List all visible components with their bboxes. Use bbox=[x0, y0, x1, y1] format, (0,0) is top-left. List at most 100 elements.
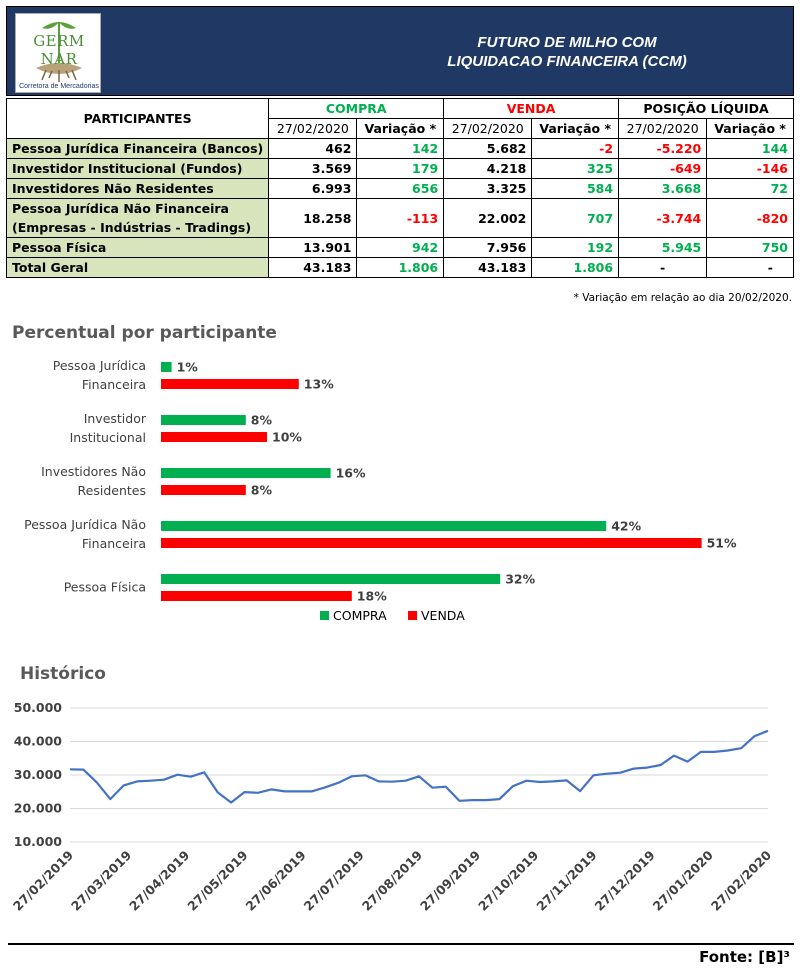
footer-divider bbox=[8, 943, 794, 945]
venda-variation: 325 bbox=[531, 158, 620, 179]
liquida-variation: -820 bbox=[706, 198, 794, 238]
liquida-value: 3.668 bbox=[618, 178, 708, 199]
compra-value: 462 bbox=[268, 138, 358, 159]
row-label-line: (Empresas - Indústrias - Tradings) bbox=[12, 220, 252, 235]
logo-text: GERM NAR bbox=[33, 32, 85, 68]
liquida-value: - bbox=[618, 257, 708, 278]
column-header: Variação * bbox=[531, 118, 620, 139]
category-label: Pessoa Física bbox=[64, 580, 146, 595]
row-label: Investidor Institucional (Fundos) bbox=[5, 158, 270, 179]
row-label: Pessoa Jurídica Financeira (Bancos) bbox=[5, 138, 270, 159]
title-line-1: FUTURO DE MILHO COM bbox=[477, 34, 657, 51]
venda-bar bbox=[161, 485, 246, 495]
venda-value: 5.682 bbox=[443, 138, 533, 159]
x-tick-label: 27/03/2019 bbox=[68, 848, 134, 914]
liquida-value: -5.220 bbox=[618, 138, 708, 159]
data-label: 32% bbox=[505, 572, 535, 587]
posicao-liquida-group-header: POSIÇÃO LÍQUIDA bbox=[618, 98, 794, 119]
row-label: Total Geral bbox=[5, 257, 270, 278]
compra-value: 6.993 bbox=[268, 178, 358, 199]
compra-variation: 942 bbox=[356, 237, 445, 258]
compra-value: 13.901 bbox=[268, 237, 358, 258]
x-tick-label: 27/08/2019 bbox=[359, 848, 425, 914]
data-label: 1% bbox=[177, 360, 199, 375]
category-label: Investidor bbox=[84, 411, 147, 426]
x-tick-label: 27/02/2020 bbox=[708, 847, 774, 913]
compra-group-header: COMPRA bbox=[268, 98, 445, 119]
table-row: Pessoa Jurídica Financeira (Bancos) 462 … bbox=[5, 138, 794, 159]
venda-variation: 584 bbox=[531, 178, 620, 199]
venda-variation: 1.806 bbox=[531, 257, 620, 278]
legend-compra-swatch bbox=[320, 611, 329, 620]
data-label: 13% bbox=[304, 377, 334, 392]
compra-variation: 656 bbox=[356, 178, 445, 199]
compra-variation: 179 bbox=[356, 158, 445, 179]
liquida-value: -649 bbox=[618, 158, 708, 179]
liquida-variation: 144 bbox=[706, 138, 794, 159]
row-label-line: Pessoa Jurídica Não Financeira bbox=[12, 201, 229, 216]
venda-variation: 192 bbox=[531, 237, 620, 258]
venda-bar bbox=[161, 432, 267, 442]
data-label: 10% bbox=[272, 430, 302, 445]
table-footnote: * Variação em relação ao dia 20/02/2020. bbox=[573, 292, 792, 304]
x-tick-label: 27/10/2019 bbox=[475, 848, 541, 914]
data-label: 16% bbox=[336, 466, 366, 481]
category-label: Pessoa Jurídica bbox=[53, 358, 146, 373]
data-label: 51% bbox=[707, 536, 737, 551]
logo-plant-icon bbox=[36, 22, 82, 82]
participants-table: PARTICIPANTES COMPRA VENDA POSIÇÃO LÍQUI… bbox=[5, 98, 794, 278]
column-header: 27/02/2020 bbox=[618, 118, 708, 139]
liquida-variation: 72 bbox=[706, 178, 794, 199]
venda-value: 22.002 bbox=[443, 198, 533, 238]
compra-bar bbox=[161, 574, 501, 584]
participants-header: PARTICIPANTES bbox=[5, 98, 270, 139]
x-tick-label: 27/01/2020 bbox=[650, 847, 716, 913]
page-title: FUTURO DE MILHO COM LIQUIDACAO FINANCEIR… bbox=[357, 33, 777, 71]
category-label: Pessoa Jurídica Não bbox=[24, 517, 146, 532]
category-label: Financeira bbox=[82, 377, 146, 392]
x-tick-label: 27/09/2019 bbox=[417, 848, 483, 914]
title-line-2: LIQUIDACAO FINANCEIRA (CCM) bbox=[447, 53, 687, 70]
data-label: 18% bbox=[357, 589, 387, 604]
row-label: Pessoa Jurídica Não Financeira (Empresas… bbox=[5, 198, 270, 238]
column-header: 27/02/2020 bbox=[443, 118, 533, 139]
header-banner: GERM NAR Corretora de Mercadorias FUTURO… bbox=[6, 6, 794, 96]
venda-bar bbox=[161, 591, 352, 601]
venda-group-header: VENDA bbox=[443, 98, 620, 119]
line-chart-title: Histórico bbox=[20, 664, 106, 684]
y-tick-label: 30.000 bbox=[14, 767, 63, 782]
x-tick-label: 27/02/2019 bbox=[10, 848, 76, 914]
source-label: Fonte: [B]³ bbox=[699, 948, 790, 966]
category-label: Investidores Não bbox=[41, 464, 146, 479]
x-tick-label: 27/12/2019 bbox=[592, 848, 658, 914]
table-row: Investidor Institucional (Fundos) 3.569 … bbox=[5, 158, 794, 179]
category-label: Residentes bbox=[78, 483, 146, 498]
venda-bar bbox=[161, 538, 702, 548]
x-tick-label: 27/06/2019 bbox=[243, 848, 309, 914]
venda-bar bbox=[161, 379, 299, 389]
table-row: Investidores Não Residentes 6.993 656 3.… bbox=[5, 178, 794, 199]
compra-variation: 142 bbox=[356, 138, 445, 159]
venda-value: 3.325 bbox=[443, 178, 533, 199]
compra-bar bbox=[161, 521, 607, 531]
venda-value: 43.183 bbox=[443, 257, 533, 278]
venda-variation: 707 bbox=[531, 198, 620, 238]
table-row: Pessoa Física 13.901 942 7.956 192 5.945… bbox=[5, 237, 794, 258]
liquida-variation: - bbox=[706, 257, 794, 278]
logo-subtitle: Corretora de Mercadorias bbox=[19, 83, 99, 90]
x-tick-label: 27/05/2019 bbox=[184, 848, 250, 914]
venda-value: 7.956 bbox=[443, 237, 533, 258]
compra-value: 18.258 bbox=[268, 198, 358, 238]
legend-venda-swatch bbox=[408, 611, 417, 620]
liquida-variation: -146 bbox=[706, 158, 794, 179]
x-tick-label: 27/04/2019 bbox=[126, 848, 192, 914]
bar-chart-title: Percentual por participante bbox=[12, 323, 277, 343]
data-label: 8% bbox=[251, 483, 273, 498]
compra-value: 3.569 bbox=[268, 158, 358, 179]
venda-variation: -2 bbox=[531, 138, 620, 159]
legend-label: COMPRA bbox=[333, 608, 387, 623]
liquida-value: 5.945 bbox=[618, 237, 708, 258]
compra-bar bbox=[161, 468, 331, 478]
column-header: Variação * bbox=[356, 118, 445, 139]
compra-variation: -113 bbox=[356, 198, 445, 238]
